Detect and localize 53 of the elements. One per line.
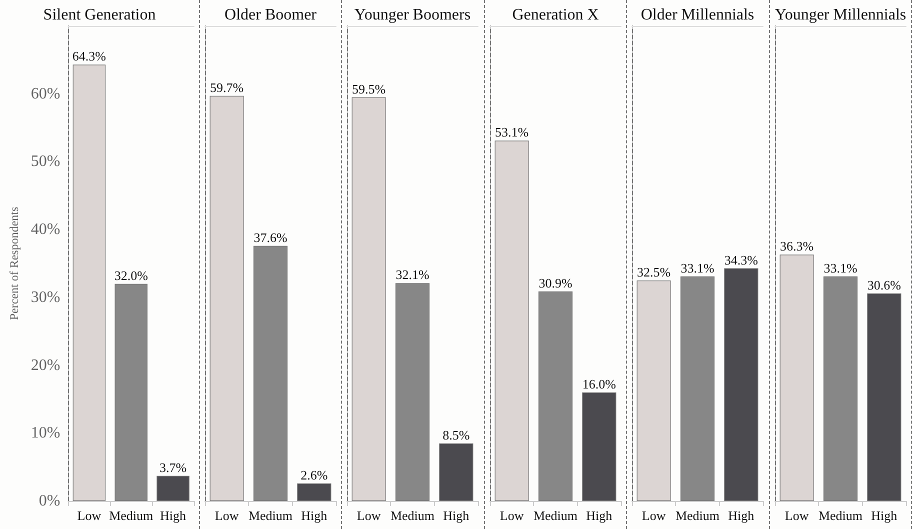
x-tick-label: Medium	[248, 508, 293, 523]
y-tick-label: 20%	[30, 356, 60, 374]
data-label: 33.1%	[680, 260, 715, 276]
data-label: 16.0%	[582, 376, 616, 392]
x-tick-label: Medium	[390, 508, 435, 523]
y-tick-label: 10%	[30, 424, 60, 442]
data-label: 64.3%	[72, 48, 106, 64]
x-tick-label: Low	[214, 508, 240, 523]
y-tick-label: 40%	[30, 221, 60, 238]
x-tick-label: Medium	[818, 508, 862, 523]
data-label: 59.5%	[352, 81, 386, 96]
x-tick-label: High	[586, 508, 612, 523]
chart-title: Older Millennials	[641, 6, 754, 24]
data-label: 59.7%	[210, 80, 244, 95]
data-label: 32.0%	[114, 268, 148, 283]
x-tick-label: Low	[784, 508, 809, 523]
data-label: 53.1%	[494, 124, 529, 140]
x-tick-label: High	[444, 508, 470, 523]
y-tick-label: 0%	[38, 492, 60, 510]
y-tick-label: 60%	[30, 85, 60, 102]
data-label: 3.7%	[159, 460, 187, 475]
data-label: 30.6%	[866, 277, 901, 292]
x-tick-label: Low	[500, 508, 524, 523]
chart-title: Generation X	[512, 6, 600, 24]
x-tick-label: Low	[357, 508, 382, 523]
data-label: 2.6%	[300, 467, 328, 482]
y-axis-title: Percent of Respondents	[7, 206, 21, 320]
x-tick-label: Medium	[676, 508, 720, 523]
y-tick-label: 30%	[30, 288, 60, 306]
y-tick-label: 50%	[30, 153, 60, 170]
chart-title: Silent Generation	[43, 6, 156, 24]
data-label: 36.3%	[780, 238, 814, 254]
x-tick-label: High	[870, 508, 898, 523]
data-label: 30.9%	[538, 275, 572, 290]
data-label: 34.3%	[724, 252, 758, 268]
data-label: 37.6%	[254, 230, 288, 245]
x-tick-label: Low	[77, 508, 102, 523]
x-tick-label: Low	[642, 508, 667, 523]
data-label: 33.1%	[823, 260, 858, 276]
x-tick-label: High	[728, 508, 755, 523]
x-tick-label: Medium	[533, 508, 578, 523]
bar	[72, 64, 106, 501]
data-label: 32.1%	[396, 267, 430, 282]
data-label: 8.5%	[443, 427, 470, 442]
bar	[114, 284, 148, 501]
data-label: 32.5%	[637, 264, 671, 280]
chart-title: Older Boomer	[224, 6, 318, 24]
x-tick-label: Medium	[109, 508, 154, 523]
chart-title: Younger Boomers	[354, 6, 471, 24]
x-tick-label: High	[301, 508, 328, 523]
x-tick-label: High	[160, 508, 187, 523]
bar	[156, 476, 190, 501]
chart-title: Younger Millennials	[774, 6, 906, 24]
